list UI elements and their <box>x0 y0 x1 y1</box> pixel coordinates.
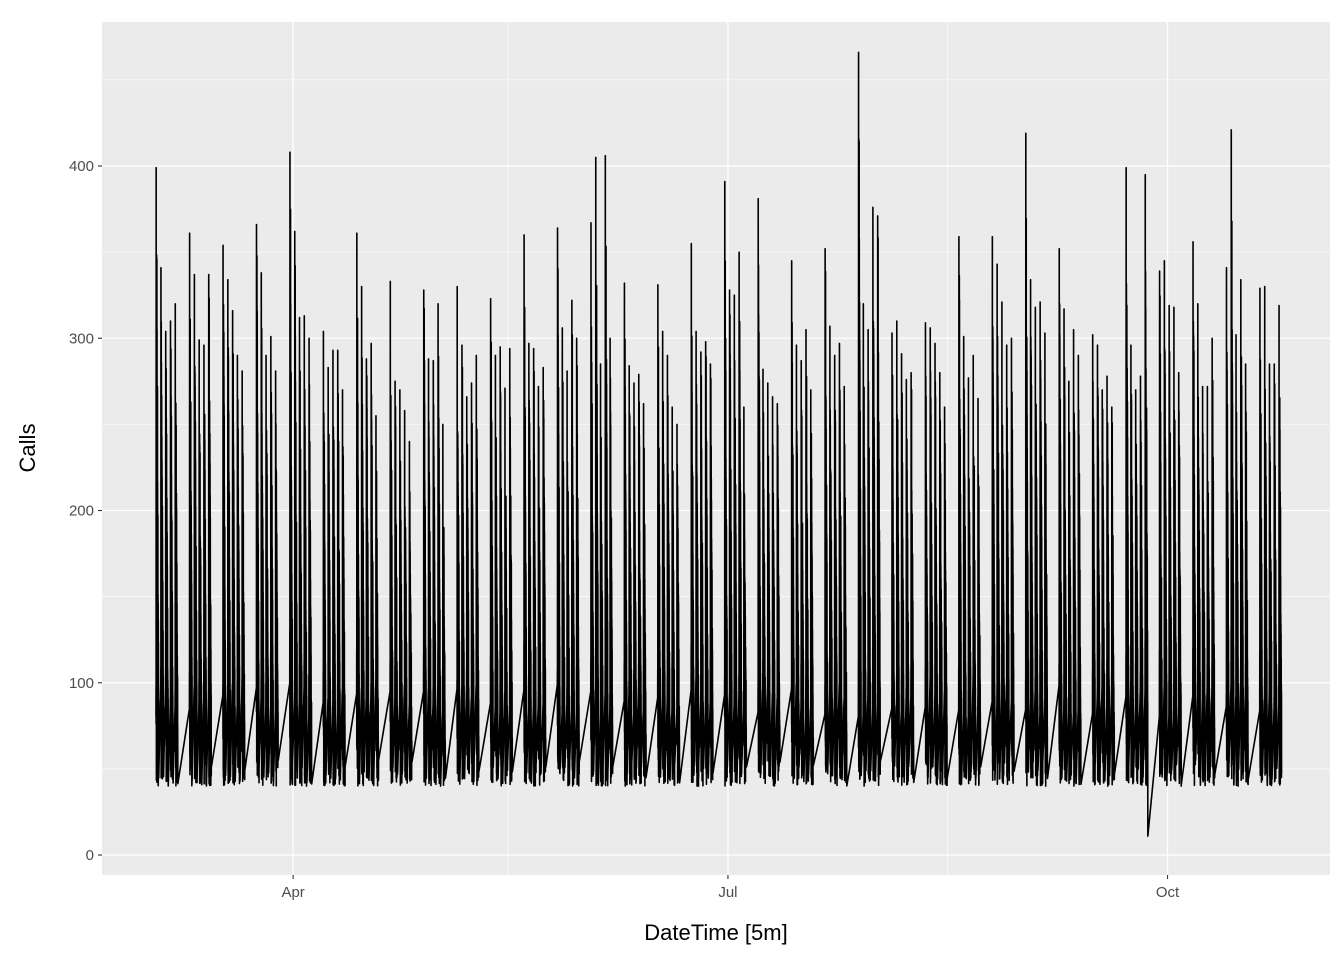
x-tick-label: Oct <box>1156 884 1180 901</box>
x-tick-label: Apr <box>281 884 304 901</box>
axes <box>98 165 1169 879</box>
y-tick-label: 400 <box>69 158 94 175</box>
y-tick-label: 300 <box>69 330 94 347</box>
y-tick-label: 100 <box>69 675 94 692</box>
x-tick-label: Jul <box>718 884 737 901</box>
y-axis-title: Calls <box>15 424 40 473</box>
y-tick-label: 0 <box>86 847 94 864</box>
calls-series-line <box>155 51 1283 837</box>
x-axis-title: DateTime [5m] <box>644 920 787 945</box>
y-tick-label: 200 <box>69 503 94 520</box>
